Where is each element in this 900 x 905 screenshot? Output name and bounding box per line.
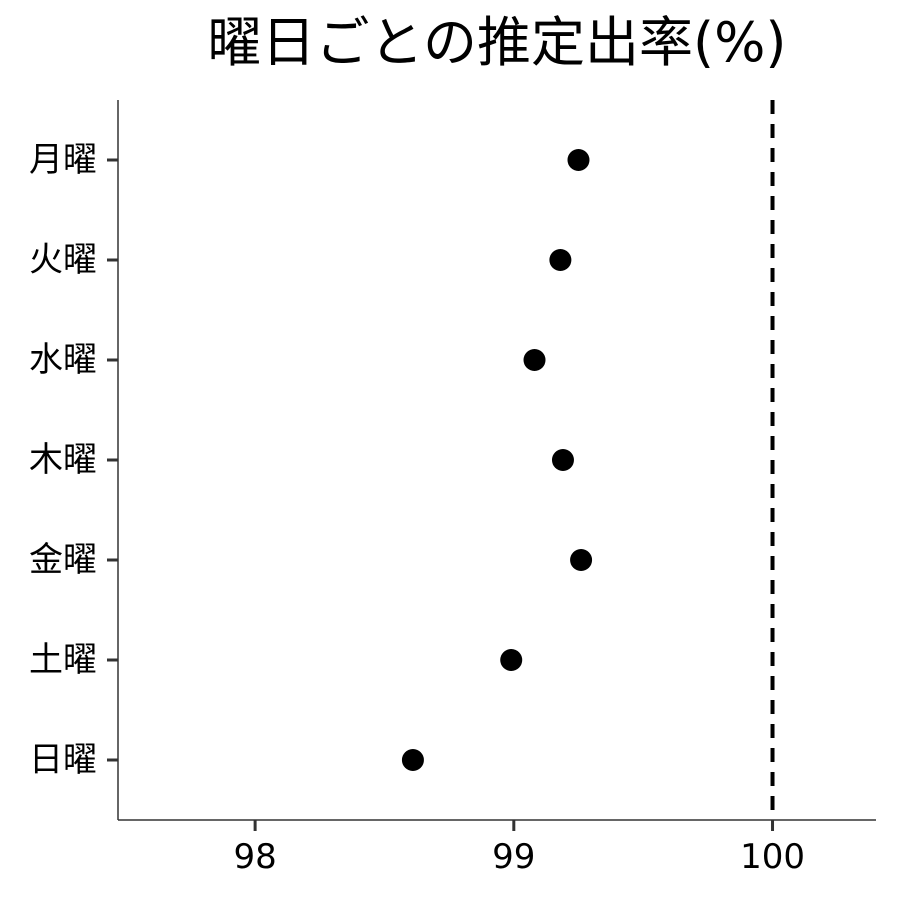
y-tick-label: 日曜 — [29, 740, 97, 780]
data-point-5 — [500, 649, 523, 671]
y-tick-label: 月曜 — [29, 140, 97, 180]
data-point-4 — [570, 549, 593, 571]
x-tick-label: 99 — [492, 837, 535, 877]
data-point-2 — [523, 349, 546, 371]
data-point-0 — [567, 149, 590, 171]
y-tick-label: 土曜 — [29, 640, 97, 680]
y-tick-label: 金曜 — [29, 540, 97, 580]
x-tick-label: 98 — [233, 837, 276, 877]
data-point-6 — [401, 749, 424, 771]
data-point-1 — [549, 249, 572, 271]
y-tick-label: 木曜 — [29, 440, 97, 480]
x-tick-label: 100 — [740, 837, 805, 877]
data-point-3 — [551, 449, 574, 471]
y-tick-label: 火曜 — [29, 240, 97, 280]
y-tick-label: 水曜 — [29, 340, 97, 380]
chart-title: 曜日ごとの推定出率(%) — [207, 11, 787, 74]
